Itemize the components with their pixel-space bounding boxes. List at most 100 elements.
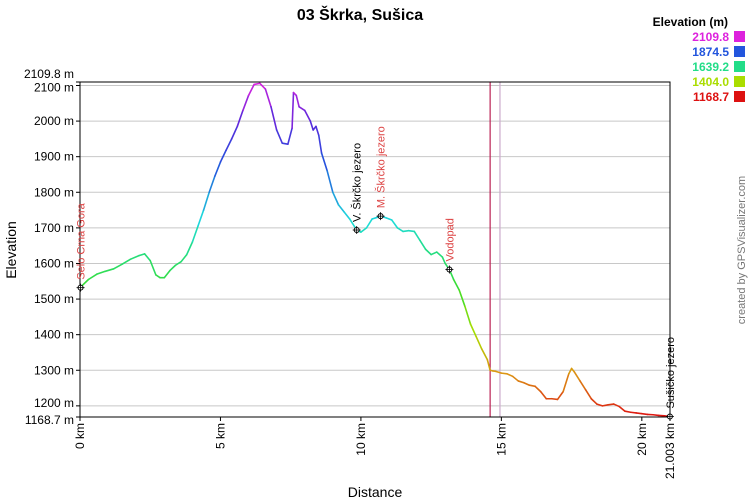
legend-value: 1874.5 [692,45,729,59]
profile-segment [264,88,272,108]
profile-segment [534,385,542,393]
profile-segment [180,253,188,263]
profile-segment [452,278,461,291]
x-axis-label: Distance [348,484,403,500]
profile-segment [371,216,379,220]
profile-segment [652,413,660,417]
profile-segment [506,373,514,378]
profile-segment [253,82,261,86]
profile-segment [138,253,146,257]
profile-segment [573,371,581,382]
legend-swatch [734,46,745,57]
profile-segment [236,109,244,128]
profile-segment [528,384,536,388]
vertical-markers [489,82,501,417]
profile-segment [469,323,477,338]
legend-value: 1639.2 [692,60,729,74]
profile-segment [303,109,312,122]
profile-segment [458,289,466,307]
profile-segment [197,209,205,227]
profile-segment [281,142,289,146]
x-tick-label: 20 km [635,423,649,456]
y-axis-ticks: 1168.7 m 1200 m 1300 m 1400 m 1500 m 1600 m 17… [24,67,80,427]
waypoint-label: V. Škrčko jezero [351,143,364,222]
profile-segment [556,390,564,401]
waypoint-label: Sušičko jezero [665,337,677,409]
profile-segment [149,259,157,276]
profile-segment [413,230,421,242]
y-tick-label: 2109.8 m [24,67,74,81]
x-tick-label: 10 km [354,423,368,456]
profile-segment [87,273,98,281]
profile-segment [430,251,438,256]
profile-segment [332,191,340,206]
y-tick-label: 1168.7 m [25,413,74,427]
y-tick-label: 1400 m [34,328,74,342]
x-tick-label: 5 km [213,423,227,449]
profile-segment [191,225,199,243]
waypoint-label: M. Škrčko jezero [375,126,388,208]
legend: Elevation (m) 2109.81874.51639.21404.011… [653,15,745,104]
profile-segment [225,138,233,152]
profile-segment [295,94,300,108]
waypoint-label: Vodopad [444,218,456,261]
y-axis-label: Elevation [3,221,19,279]
profile-segment [208,175,216,194]
profile-segment [494,370,503,374]
y-tick-label: 1900 m [34,150,74,164]
profile-segment [596,403,604,407]
profile-segment [601,403,609,407]
credit-text: created by GPSVisualizer.com [736,176,748,324]
profile-segment [407,229,416,233]
profile-segment [121,258,132,265]
profile-segment [365,218,373,229]
profile-segment [202,191,211,211]
profile-segment [230,125,239,140]
profile-segment [343,211,351,220]
profile-segment [475,335,483,350]
waypoints: Selo Crna Gora V. Škrčko jezero M. Škrčko … [76,126,677,421]
legend-title: Elevation (m) [653,15,728,29]
profile-segment [562,373,570,393]
y-tick-label: 1800 m [34,185,74,199]
profile-segment [155,274,161,279]
y-tick-label: 2000 m [34,114,74,128]
profile-segment [567,367,573,375]
profile-segment [112,263,123,270]
profile-segment [247,83,255,97]
profile-segment [612,403,621,408]
profile-segment [624,410,632,414]
legend-swatch [734,76,745,87]
profile-segment [396,227,404,233]
plot-frame [79,81,671,418]
profile-segment [441,256,446,265]
profile-segment [298,106,306,112]
profile-segment [584,389,593,400]
y-tick-label: 1600 m [34,256,74,270]
profile-segment [641,412,649,416]
profile-segment [337,203,345,213]
profile-segment [275,129,284,144]
profile-segment [590,397,598,405]
profile-segment [315,125,320,137]
chart-title: 03 Škrka, Sušica [297,5,423,24]
legend-value: 1168.7 [693,90,729,104]
profile-segment [523,381,531,387]
y-tick-label: 2100 m [34,80,74,94]
profile-segment [607,403,615,406]
profile-segment [104,268,115,273]
profile-segment [270,106,278,131]
profile-segment [402,229,410,233]
profile-segment [517,380,525,384]
profile-segment [320,152,329,172]
profile-segment [174,260,182,267]
profile-segment [242,94,250,112]
profile-segment [219,149,227,163]
profile-segment [214,161,222,178]
profile-segment [360,227,368,233]
profile-segment [486,358,491,372]
profile-segment [291,91,295,130]
elevation-profile-line [79,82,671,418]
x-tick-label: 21.003 km [663,423,677,479]
x-tick-label: 0 km [73,423,87,449]
